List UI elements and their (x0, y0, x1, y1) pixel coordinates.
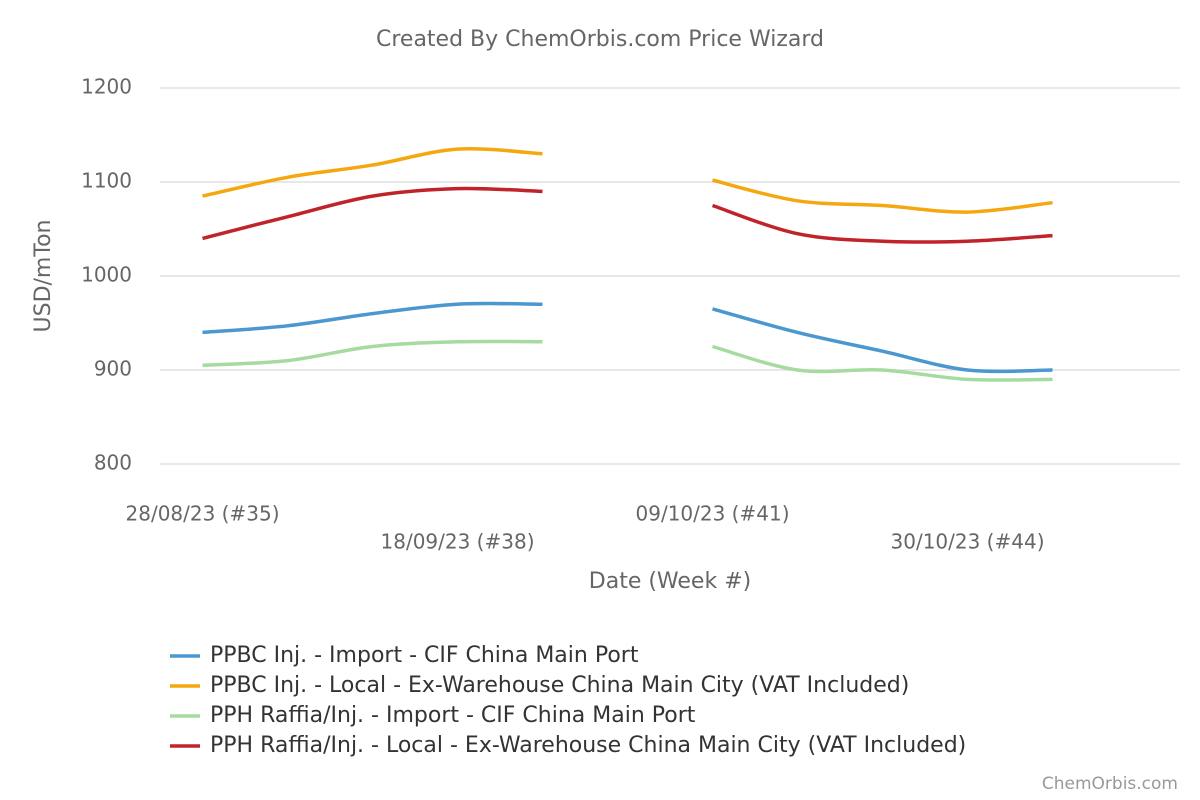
series-line (711, 203, 1053, 244)
legend-label: PPBC Inj. - Local - Ex-Warehouse China M… (210, 673, 909, 698)
legend-label: PPH Raffia/Inj. - Local - Ex-Warehouse C… (210, 733, 966, 758)
series-line (712, 344, 1053, 382)
x-axis-title: Date (Week #) (589, 569, 751, 594)
series-line (202, 301, 543, 335)
series-line (202, 186, 543, 241)
credit: ChemOrbis.com (1042, 774, 1178, 794)
y-tick-label: 800 (94, 451, 132, 475)
series-line (202, 147, 543, 198)
x-tick-label: 30/10/23 (#44) (891, 530, 1045, 554)
y-tick-label: 1200 (81, 75, 132, 99)
x-tick-label: 28/08/23 (#35) (126, 502, 280, 526)
y-tick-label: 1100 (81, 169, 132, 193)
y-tick-label: 1000 (81, 263, 132, 287)
y-tick-label: 900 (94, 357, 132, 381)
x-tick-label: 18/09/23 (#38) (381, 530, 535, 554)
series-line (712, 307, 1053, 374)
series-line (712, 178, 1053, 214)
series-line (202, 339, 543, 368)
x-tick-label: 09/10/23 (#41) (636, 502, 790, 526)
legend-label: PPH Raffia/Inj. - Import - CIF China Mai… (210, 703, 696, 728)
chart-title: Created By ChemOrbis.com Price Wizard (376, 27, 824, 52)
y-axis-title: USD/mTon (31, 220, 56, 333)
legend-label: PPBC Inj. - Import - CIF China Main Port (210, 643, 639, 668)
